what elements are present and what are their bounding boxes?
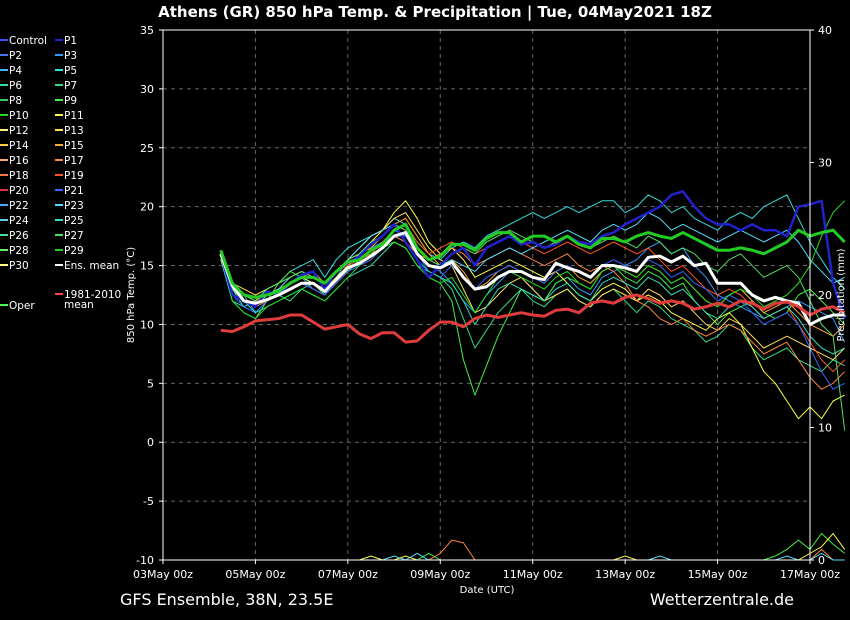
legend-label: P17 <box>64 155 84 167</box>
series-line <box>220 293 846 344</box>
legend-label: mean <box>64 299 94 311</box>
legend-label: P28 <box>9 245 29 257</box>
legend-label: P26 <box>9 230 29 242</box>
legend-label: P20 <box>9 185 29 197</box>
series-line <box>220 194 846 308</box>
x-tick-label: 15May 00z <box>688 568 748 581</box>
x-tick-label: 05May 00z <box>225 568 285 581</box>
y2-tick-label: 40 <box>818 24 832 37</box>
legend-label: P3 <box>64 50 77 62</box>
x-axis-label: Date (UTC) <box>460 585 515 596</box>
y-axis-ticks: -10 -5 0 5 10 15 20 25 30 35 <box>136 24 163 567</box>
legend-label: P24 <box>9 215 29 227</box>
legend-label: P8 <box>9 95 22 107</box>
x-tick-label: 13May 00z <box>595 568 655 581</box>
y-axis-label: 850 hPa Temp. (°C) <box>126 247 137 343</box>
legend-label: P16 <box>9 155 29 167</box>
x-tick-label: 17May 00z <box>780 568 840 581</box>
y-tick-label: 25 <box>140 142 154 155</box>
legend-label: P25 <box>64 215 84 227</box>
y2-tick-label: 10 <box>818 422 832 435</box>
chart-title: Athens (GR) 850 hPa Temp. & Precipitatio… <box>158 3 712 22</box>
legend-label: P18 <box>9 170 29 182</box>
y-tick-label: 35 <box>140 24 154 37</box>
footer-left: GFS Ensemble, 38N, 23.5E <box>120 590 333 609</box>
x-tick-label: 11May 00z <box>503 568 563 581</box>
legend-label: P19 <box>64 170 84 182</box>
legend-label: P10 <box>9 110 29 122</box>
legend-label: P13 <box>64 125 84 137</box>
legend-label: P5 <box>64 65 77 77</box>
legend-label: P14 <box>9 140 29 152</box>
legend-label: P6 <box>9 80 22 92</box>
y-tick-label: 5 <box>147 377 154 390</box>
legend-label: P7 <box>64 80 77 92</box>
legend-label: P2 <box>9 50 22 62</box>
legend-label: P27 <box>64 230 84 242</box>
y2-axis-ticks: 0 10 20 30 40 <box>810 24 832 567</box>
series-line <box>219 222 846 299</box>
series-line <box>219 231 845 326</box>
y-tick-label: 15 <box>140 260 154 273</box>
legend-label: P1 <box>64 35 77 47</box>
series-line <box>219 190 846 319</box>
legend-label: P30 <box>9 260 29 272</box>
x-tick-label: 03May 00z <box>133 568 193 581</box>
legend-label: P21 <box>64 185 84 197</box>
legend-label: P4 <box>9 65 22 77</box>
legend-label: Oper <box>9 300 35 312</box>
legend: Control P1 P2 P3 P4 P5 P6 P7 P8 P9 P10 P11 P12 P13 P14… <box>0 35 121 312</box>
legend-label: P29 <box>64 245 84 257</box>
footer-right: Wetterzentrale.de <box>650 590 794 609</box>
legend-label: P15 <box>64 140 84 152</box>
y2-axis-label: Precipitation (mm) <box>836 248 847 341</box>
legend-label: P11 <box>64 110 84 122</box>
y-tick-label: 20 <box>140 201 154 214</box>
legend-label: Ens. mean <box>64 260 119 272</box>
legend-label: P9 <box>64 95 77 107</box>
y-tick-label: 10 <box>140 318 154 331</box>
x-tick-label: 07May 00z <box>318 568 378 581</box>
y2-tick-label: 20 <box>818 289 832 302</box>
y2-tick-label: 30 <box>818 157 832 170</box>
x-axis-ticks: 03May 00z 05May 00z 07May 00z 09May 00z 11Ma… <box>133 560 840 581</box>
x-tick-label: 09May 00z <box>410 568 470 581</box>
temperature-series <box>219 190 846 431</box>
legend-label: P23 <box>64 200 84 212</box>
y2-tick-label: 0 <box>818 554 825 567</box>
legend-label: P22 <box>9 200 29 212</box>
y-tick-label: -10 <box>136 554 154 567</box>
legend-label: P12 <box>9 125 29 137</box>
y-tick-label: 0 <box>147 436 154 449</box>
legend-label: Control <box>9 35 47 47</box>
y-tick-label: 30 <box>140 83 154 96</box>
y-tick-label: -5 <box>143 495 154 508</box>
legend-label: 1981-2010 <box>64 289 121 301</box>
series-line <box>220 200 846 320</box>
